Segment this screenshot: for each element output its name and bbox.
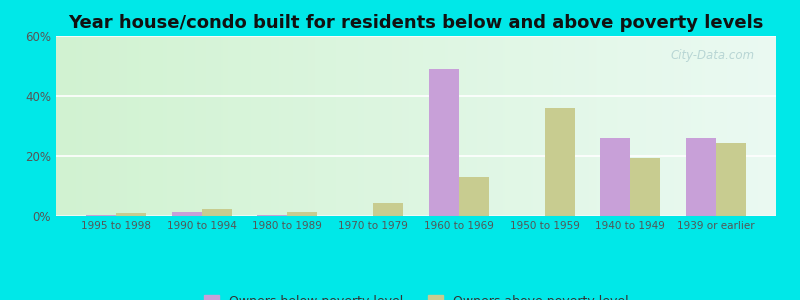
Bar: [116, 213, 146, 216]
Bar: [459, 177, 489, 216]
Bar: [86, 214, 116, 216]
Bar: [630, 158, 660, 216]
Bar: [287, 212, 318, 216]
Bar: [545, 108, 574, 216]
Legend: Owners below poverty level, Owners above poverty level: Owners below poverty level, Owners above…: [198, 289, 634, 300]
Bar: [172, 212, 202, 216]
Bar: [258, 214, 287, 216]
Title: Year house/condo built for residents below and above poverty levels: Year house/condo built for residents bel…: [68, 14, 764, 32]
Bar: [373, 202, 403, 216]
Text: City-Data.com: City-Data.com: [670, 49, 754, 62]
Bar: [429, 69, 459, 216]
Bar: [600, 138, 630, 216]
Bar: [202, 208, 232, 216]
Bar: [716, 142, 746, 216]
Bar: [686, 138, 716, 216]
